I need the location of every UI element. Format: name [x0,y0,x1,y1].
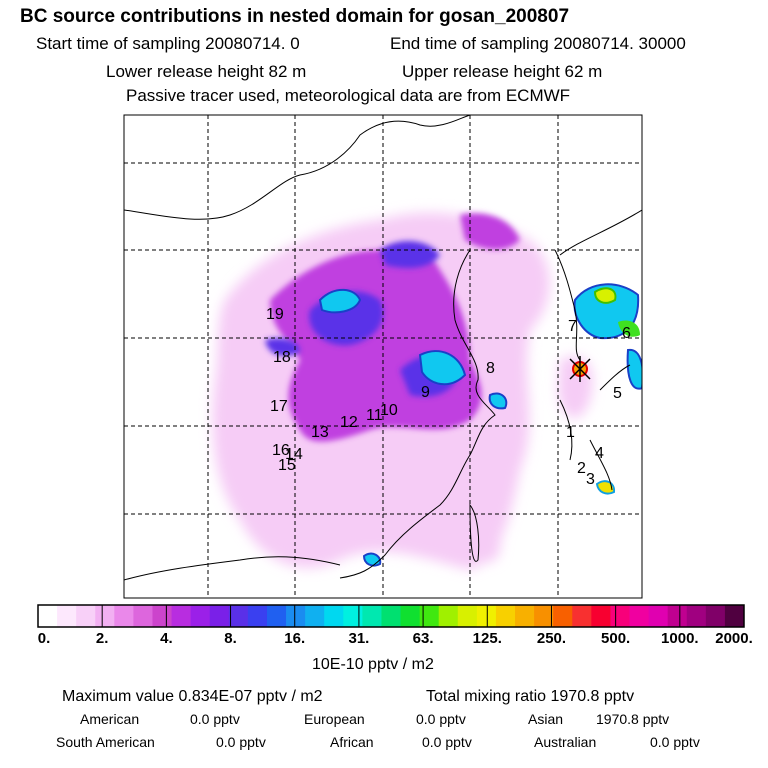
colorbar-swatch [362,605,382,627]
colorbar-swatch [610,605,631,627]
region-label: 8 [486,360,495,377]
colorbar-swatch [438,605,459,627]
colorbar-swatch [553,605,573,627]
region-value: 0.0 pptv [650,734,700,750]
receptor-star-icon [569,356,591,382]
colorbar-tick-label: 250. [536,630,567,647]
colorbar-tick-label: 63. [412,630,434,647]
colorbar-swatch [419,605,440,627]
colorbar-swatch [133,605,153,627]
region-label: 4 [595,445,604,462]
colorbar-swatch [76,605,96,627]
region-label: 18 [273,349,291,366]
region-label: 16 [272,442,290,459]
colorbar-swatch [705,605,726,627]
colorbar-swatch [381,605,402,627]
region-label: 19 [266,306,284,323]
colorbar-swatch [266,605,287,627]
lat-lon-grid [124,115,642,598]
tracer-note: Passive tracer used, meteorological data… [126,86,571,105]
region-name: American [80,711,140,727]
region-value: 0.0 pptv [422,734,472,750]
colorbar-swatch [95,605,115,627]
colorbar-tick-label: 8. [224,630,237,647]
maximum-value: Maximum value 0.834E-07 pptv / m2 [62,688,323,705]
region-label: 11 [366,407,383,424]
colorbar-swatch [515,605,535,627]
region-value: 0.0 pptv [190,711,240,727]
region-label: 14 [285,446,303,463]
start-time-label: Start time of sampling 20080714. 0 [36,34,300,53]
region-label: 17 [270,398,288,415]
region-label: 1 [566,424,575,441]
region-name: South American [56,734,155,750]
region-name: African [330,734,374,750]
colorbar-tick-label: 31. [348,630,370,647]
end-time-label: End time of sampling 20080714. 30000 [390,34,686,53]
colorbar-tick-label: 16. [284,630,306,647]
colorbar-swatch [400,605,421,627]
region-value: 1970.8 pptv [596,711,670,727]
colorbar-swatch [591,605,611,627]
region-value: 0.0 pptv [216,734,266,750]
region-label: 15 [278,457,296,474]
colorbar-swatch [648,605,669,627]
colorbar-swatch [247,605,268,627]
colorbar-swatch [724,605,745,627]
colorbar-swatch [286,605,306,627]
region-label: 10 [380,402,398,419]
colorbar-swatch [686,605,707,627]
total-mixing-ratio: Total mixing ratio 1970.8 pptv [426,688,635,705]
region-label: 5 [613,385,622,402]
colorbar-swatch [457,605,478,627]
colorbar-swatch [57,605,77,627]
region-label: 7 [568,318,577,335]
colorbar-tick-label: 500. [601,630,631,647]
region-label: 13 [311,424,329,441]
colorbar-swatch [114,605,134,627]
region-name: Australian [534,734,597,750]
colorbar-tick-label: 125. [472,630,502,647]
colorbar-unit-label: 10E-10 pptv / m2 [312,656,434,673]
colorbar-swatch [324,605,344,627]
colorbar-swatch [152,605,173,627]
region-label: 9 [421,384,430,401]
colorbar-swatch [228,605,249,627]
map-frame [123,114,643,599]
colorbar-swatch [343,605,363,627]
colorbar-tick-label: 0. [37,630,51,647]
colorbar-swatch [495,605,516,627]
colorbar-swatch [38,605,58,627]
region-name: Asian [528,711,564,727]
colorbar-swatch [629,605,650,627]
colorbar-swatch [476,605,497,627]
page-title: BC source contributions in nested domain… [20,6,570,27]
colorbar-tick-label: 1000. [661,630,699,647]
colorbar-swatch [190,605,211,627]
region-value: 0.0 pptv [416,711,466,727]
region-label: 3 [586,471,595,488]
region-label: 2 [577,460,586,477]
upper-release-label: Upper release height 62 m [402,62,603,81]
colorbar-tick-label: 2. [95,630,109,647]
colorbar-tick-label: 2000. [715,630,753,647]
region-name: European [304,711,365,727]
colorbar-swatch [667,605,688,627]
region-label: 6 [622,325,631,342]
region-label: 12 [340,414,358,431]
colorbar-swatch [572,605,592,627]
region-labels: 1 2 3 4 5 6 7 8 9 10 11 12 13 14 15 16 1… [266,306,631,488]
colorbar [37,604,745,628]
lower-release-label: Lower release height 82 m [106,62,307,81]
colorbar-swatch [305,605,325,627]
colorbar-swatch [209,605,230,627]
colorbar-tick-label: 4. [160,630,173,647]
colorbar-swatch [534,605,554,627]
colorbar-swatch [171,605,192,627]
